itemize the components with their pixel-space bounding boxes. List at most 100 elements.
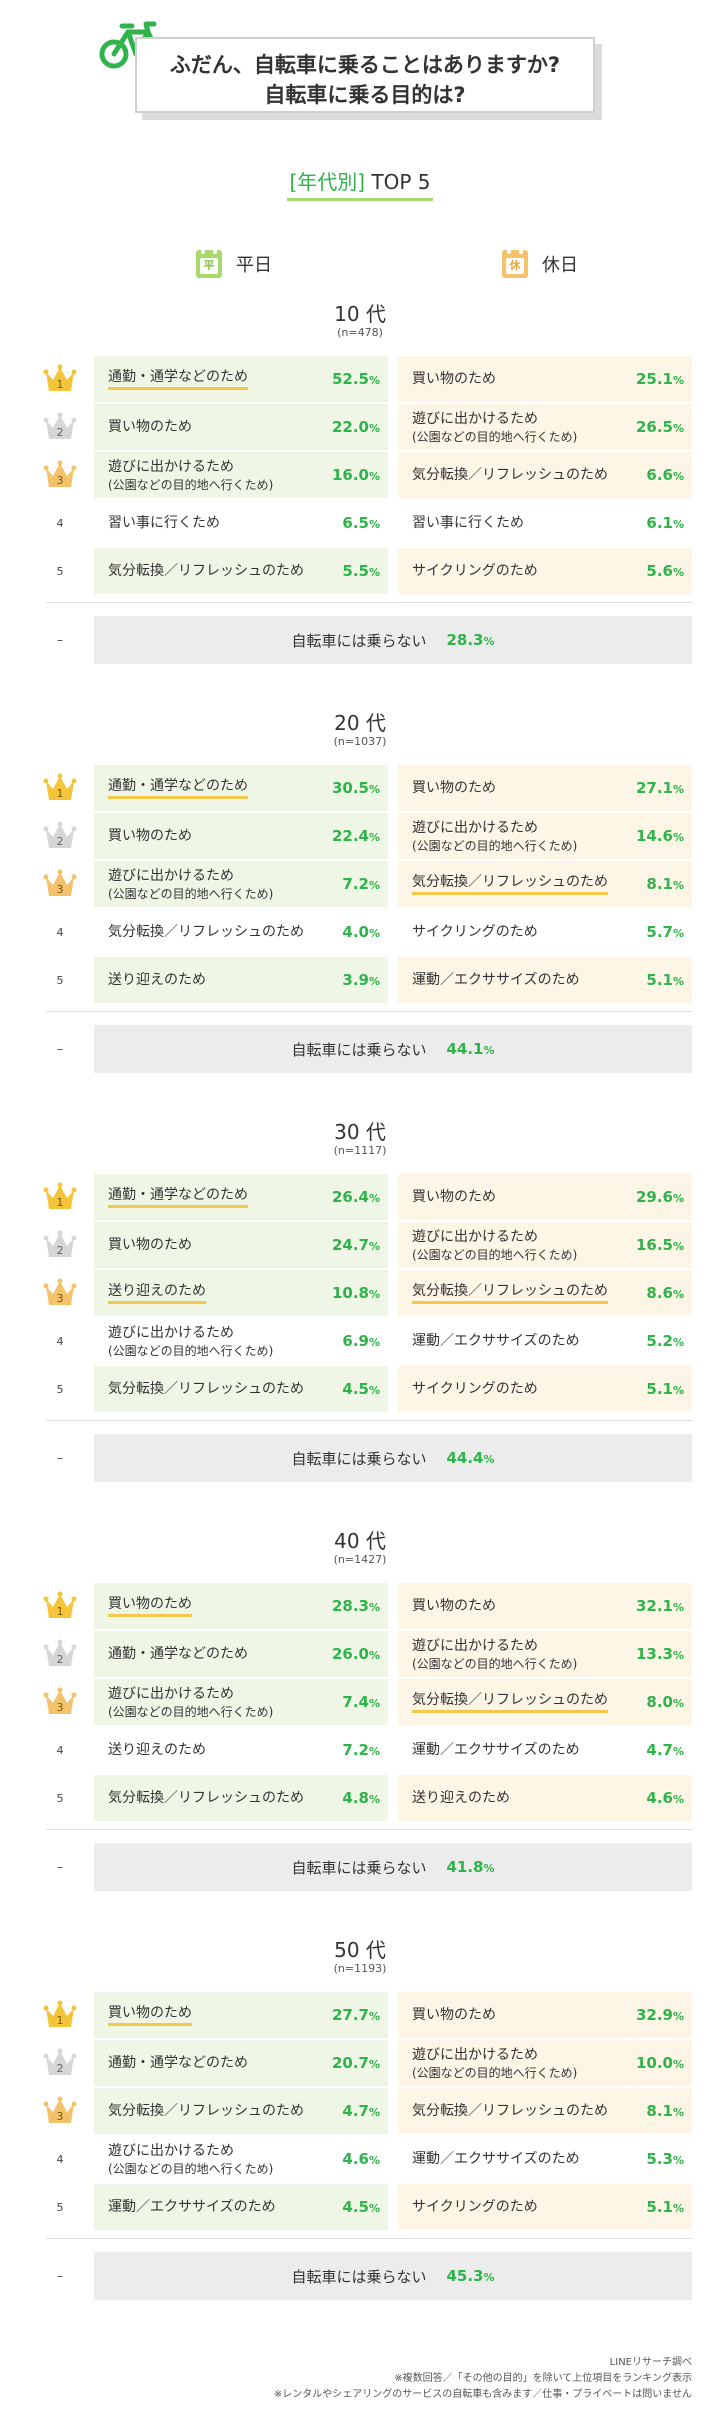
reason-text: サイクリングのため [412, 562, 538, 579]
no-bike-row: – 自転車には乗らない 41.8% [0, 1843, 720, 1891]
reason-label: 気分転換／リフレッシュのため [108, 2088, 304, 2134]
no-bike-percent: 45.3% [446, 2267, 494, 2285]
reason-percent-unit: % [368, 975, 380, 988]
reason-percent-number: 29.6 [635, 1188, 673, 1206]
header: ふだん、自転車に乗ることはありますか? 自転車に乗る目的は? [0, 0, 720, 130]
weekday-cell: 遊びに出かけるため (公園などの目的地へ行くため) 16.0% [94, 452, 388, 498]
reason-label: 遊びに出かけるため (公園などの目的地へ行くため) [412, 813, 577, 859]
reason-percent-number: 10.0 [635, 2054, 673, 2072]
reason-percent-number: 20.7 [331, 2054, 369, 2072]
reason-percent-number: 26.4 [331, 1188, 369, 1206]
reason-percent-number: 5.6 [646, 562, 673, 580]
reason-percent-number: 28.3 [331, 1597, 369, 1615]
reason-percent-unit: % [672, 374, 684, 387]
rank-marker: 5 [56, 2200, 64, 2214]
reason-percent: 5.1% [646, 957, 684, 1003]
reason-percent: 10.0% [636, 2040, 684, 2086]
reason-label: 遊びに出かけるため (公園などの目的地へ行くため) [108, 1679, 273, 1725]
reason-text: 気分転換／リフレッシュのため [412, 2102, 608, 2119]
reason-text: 買い物のため [412, 370, 496, 387]
reason-percent: 27.1% [636, 765, 684, 811]
weekday-cell: 気分転換／リフレッシュのため 4.7% [94, 2088, 388, 2134]
reason-label: 買い物のため [412, 1992, 496, 2038]
reason-percent-number: 26.0 [331, 1645, 369, 1663]
rank-marker: 1 [40, 1583, 80, 1629]
no-bike-box: 自転車には乗らない 45.3% [94, 2252, 692, 2300]
reason-text: 運動／エクササイズのため [412, 1741, 580, 1758]
holiday-cell: 運動／エクササイズのため 5.2% [398, 1318, 692, 1364]
ranking-row: 5 送り迎えのため 3.9% 運動／エクササイズのため 5.1% [0, 957, 720, 1003]
reason-percent: 52.5% [332, 356, 380, 402]
reason-label: 遊びに出かけるため (公園などの目的地へ行くため) [412, 404, 577, 450]
reason-text: 運動／エクササイズのため [412, 1332, 580, 1349]
crown-icon: 2 [43, 2048, 77, 2075]
reason-subtext: (公園などの目的地へ行くため) [108, 1704, 274, 1719]
reason-percent: 7.2% [342, 861, 380, 907]
rank-marker: 4 [56, 516, 64, 530]
reason-percent-unit: % [368, 1288, 380, 1301]
ranking-row: 1 買い物のため 27.7% 買い物のため 32.9% [0, 1992, 720, 2038]
reason-label: 気分転換／リフレッシュのため [108, 1366, 304, 1412]
crown-icon: 3 [43, 2096, 77, 2123]
reason-label: 気分転換／リフレッシュのため [108, 909, 304, 955]
sample-size: (n=1427) [333, 1553, 387, 1566]
reason-percent-number: 22.0 [331, 418, 369, 436]
reason-label: 通勤・通学などのため [108, 1174, 248, 1220]
reason-percent-number: 8.1 [646, 875, 673, 893]
ranking-row: 3 送り迎えのため 10.8% 気分転換／リフレッシュのため 8.6% [0, 1270, 720, 1316]
reason-percent-unit: % [672, 518, 684, 531]
reason-text: 遊びに出かけるため [412, 410, 538, 427]
ranking-row: 3 気分転換／リフレッシュのため 4.7% 気分転換／リフレッシュのため 8.1% [0, 2088, 720, 2134]
reason-text: 買い物のため [412, 779, 496, 796]
reason-percent-unit: % [672, 2106, 684, 2119]
reason-percent-unit: % [368, 1745, 380, 1758]
reason-label: 通勤・通学などのため [108, 765, 248, 811]
ranking-row: 3 遊びに出かけるため (公園などの目的地へ行くため) 7.4% 気分転換／リフレッシュ… [0, 1679, 720, 1725]
reason-text: 気分転換／リフレッシュのため [412, 466, 608, 483]
reason-text: 気分転換／リフレッシュのため [108, 2102, 304, 2119]
weekday-cell: 気分転換／リフレッシュのため 4.8% [94, 1775, 388, 1821]
reason-subtext: (公園などの目的地へ行くため) [108, 477, 274, 492]
reason-percent-number: 22.4 [331, 827, 369, 845]
reason-percent-number: 27.1 [635, 779, 673, 797]
reason-percent: 5.7% [646, 909, 684, 955]
holiday-cell: 運動／エクササイズのため 4.7% [398, 1727, 692, 1773]
reason-text: 通勤・通学などのため [108, 1186, 248, 1208]
reason-percent-number: 6.6 [646, 466, 673, 484]
rank-marker: 2 [40, 404, 80, 450]
calendar-holiday-icon: 休 [502, 246, 528, 278]
reason-label: 遊びに出かけるため (公園などの目的地へ行くため) [412, 1631, 577, 1677]
reason-subtext: (公園などの目的地へ行くため) [412, 1656, 578, 1671]
question-line-2: 自転車に乗る目的は? [264, 83, 466, 107]
crown-rank-number: 1 [57, 1196, 64, 1209]
holiday-cell: 送り迎えのため 4.6% [398, 1775, 692, 1821]
ranking-row: 4 遊びに出かけるため (公園などの目的地へ行くため) 4.6% 運動／エクササイズのた… [0, 2136, 720, 2182]
reason-text: サイクリングのため [412, 923, 538, 940]
crown-rank-number: 2 [57, 1244, 64, 1257]
reason-label: 買い物のため [412, 356, 496, 402]
reason-percent: 5.3% [646, 2136, 684, 2182]
crown-rank-number: 3 [57, 1292, 64, 1305]
crown-rank-number: 3 [57, 883, 64, 896]
no-bike-percent-number: 44.1 [446, 1040, 484, 1058]
reason-label: 遊びに出かけるため (公園などの目的地へ行くため) [108, 452, 273, 498]
reason-percent: 4.7% [342, 2088, 380, 2134]
reason-text: 遊びに出かけるため [108, 458, 234, 475]
reason-label: 通勤・通学などのため [108, 1631, 248, 1677]
age-section: 20 代 (n=1037) 1 通勤・通学などのため 30.5% 買い物のため 27.1% 2… [0, 707, 720, 1077]
reason-percent-number: 13.3 [635, 1645, 673, 1663]
reason-text: 気分転換／リフレッシュのため [108, 1789, 304, 1806]
reason-label: 気分転換／リフレッシュのため [412, 452, 608, 498]
no-bike-percent-number: 28.3 [446, 631, 484, 649]
reason-percent: 20.7% [332, 2040, 380, 2086]
subtitle-rest: TOP 5 [365, 170, 431, 194]
reason-percent-number: 7.4 [342, 1693, 369, 1711]
holiday-cell: サイクリングのため 5.1% [398, 1366, 692, 1412]
holiday-cell: 買い物のため 32.1% [398, 1583, 692, 1629]
subtitle-bracket: [年代別] [289, 170, 366, 194]
crown-rank-number: 2 [57, 426, 64, 439]
crown-icon: 1 [43, 773, 77, 800]
reason-text: 気分転換／リフレッシュのため [108, 562, 304, 579]
crown-icon: 1 [43, 1591, 77, 1618]
reason-percent-unit: % [672, 2154, 684, 2167]
